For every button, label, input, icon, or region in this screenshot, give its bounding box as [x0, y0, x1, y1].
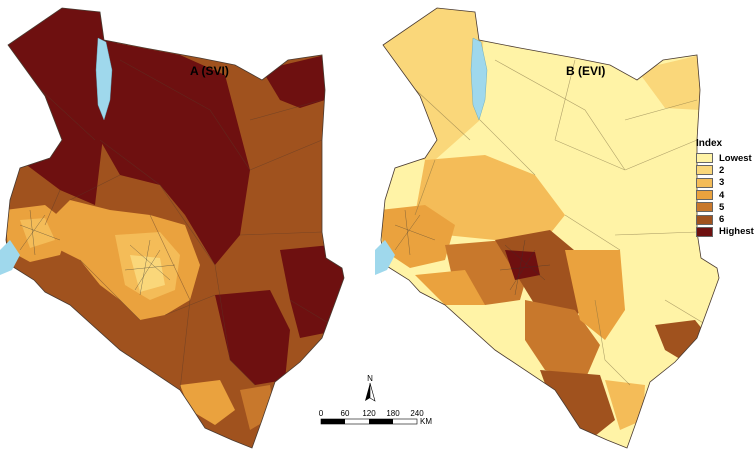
- legend-item: Lowest: [696, 152, 754, 164]
- legend-swatch: [696, 190, 713, 201]
- lake-victoria-a: [0, 240, 20, 275]
- map-a-region-southeast: [215, 290, 290, 385]
- map-a-region-coast: [180, 380, 235, 425]
- legend-swatch: [696, 202, 713, 213]
- legend-swatch: [696, 165, 713, 176]
- north-arrow-label: N: [367, 374, 373, 383]
- legend-swatch: [696, 177, 713, 188]
- legend-label: 6: [719, 214, 725, 226]
- panel-a-title: A (SVI): [190, 64, 229, 78]
- legend: Index Lowest 2 3 4 5 6 Highest: [696, 138, 754, 238]
- legend-label: 3: [719, 177, 725, 189]
- map-a-region-nairobi: [130, 255, 165, 292]
- lake-turkana-b: [470, 37, 488, 121]
- scale-unit: KM: [420, 417, 432, 426]
- scale-tick-label: 180: [386, 409, 400, 418]
- scale-tick-label: 240: [410, 409, 424, 418]
- legend-item: 6: [696, 213, 754, 225]
- map-b-region-central-north: [415, 155, 565, 240]
- legend-swatch: [696, 226, 713, 237]
- scale-bar: [320, 418, 418, 425]
- map-b-region-highest: [505, 250, 540, 280]
- legend-label: Lowest: [719, 152, 752, 164]
- scale-tick-label: 120: [362, 409, 376, 418]
- map-b-region-northeast: [637, 55, 700, 110]
- map-b-region-south: [540, 370, 615, 440]
- legend-title: Index: [696, 138, 723, 149]
- legend-label: 5: [719, 201, 725, 213]
- lake-victoria-b: [375, 240, 395, 275]
- legend-item: 4: [696, 189, 754, 201]
- legend-swatch: [696, 153, 713, 164]
- panel-b-title: B (EVI): [566, 64, 606, 78]
- legend-label: 2: [719, 164, 725, 176]
- legend-label: 4: [719, 189, 725, 201]
- legend-item: 2: [696, 164, 754, 176]
- legend-item: 3: [696, 177, 754, 189]
- legend-rows: Lowest 2 3 4 5 6 Highest: [696, 152, 754, 238]
- map-b-region-coast-2: [605, 380, 645, 430]
- map-a-region-west-inner: [20, 218, 55, 248]
- north-arrow-icon: [365, 382, 376, 402]
- scale-tick-label: 0: [319, 409, 324, 418]
- legend-item: 5: [696, 201, 754, 213]
- map-a-svi: [0, 7, 345, 449]
- scale-tick-label: 60: [341, 409, 350, 418]
- map-b-region-southwest: [415, 270, 485, 305]
- map-b-region-east-central: [565, 250, 625, 340]
- scale-bar-ticks: 0 60 120 180 240: [319, 409, 424, 418]
- legend-swatch: [696, 214, 713, 225]
- legend-item: Highest: [696, 226, 754, 238]
- scale-and-north-arrow: N 0 60 120 180 240 KM: [319, 374, 433, 426]
- legend-label: Highest: [719, 226, 754, 238]
- lake-turkana-a: [95, 37, 113, 121]
- map-a-region-north-central: [100, 40, 250, 265]
- map-b-region-west: [381, 205, 455, 268]
